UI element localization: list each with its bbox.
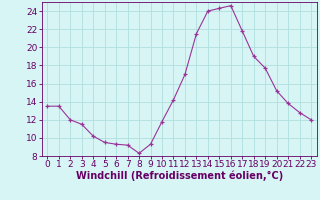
X-axis label: Windchill (Refroidissement éolien,°C): Windchill (Refroidissement éolien,°C) bbox=[76, 171, 283, 181]
